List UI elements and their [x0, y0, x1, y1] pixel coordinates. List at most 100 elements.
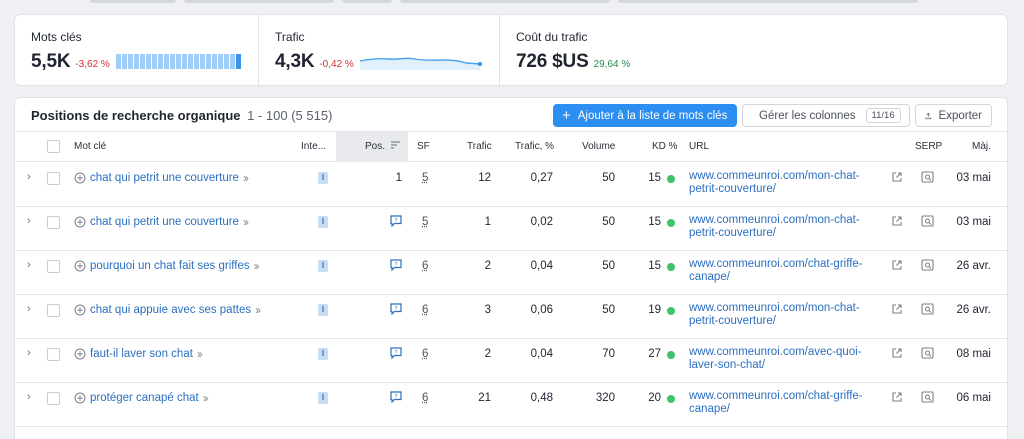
row-checkbox[interactable] [47, 216, 60, 229]
serp-snapshot-icon[interactable] [921, 391, 934, 403]
external-link-icon[interactable] [891, 259, 903, 271]
expand-row-chevron-icon[interactable]: › [27, 303, 31, 315]
header-url[interactable]: URL [689, 141, 710, 152]
serp-snapshot-icon[interactable] [921, 259, 934, 271]
table-row[interactable]: › faut-il laver son chat ›› I ? 6 2 0,04… [15, 339, 1007, 383]
table-header: Mot clé Inte... Pos. SF Trafic Trafic, %… [15, 132, 1007, 162]
ranking-url-link[interactable]: www.commeunroi.com/chat-griffe- canape/ [689, 390, 863, 416]
ranking-url-link[interactable]: www.commeunroi.com/mon-chat- petrit-couv… [689, 302, 860, 328]
header-kd[interactable]: KD % [652, 141, 678, 152]
intent-badge[interactable]: I [318, 260, 328, 272]
row-checkbox[interactable] [47, 304, 60, 317]
keyword-link[interactable]: pourquoi un chat fait ses griffes ›› [74, 259, 260, 273]
keyword-details-icon[interactable]: ›› [202, 391, 209, 405]
row-checkbox[interactable] [47, 392, 60, 405]
keyword-details-icon[interactable]: ›› [242, 215, 249, 229]
serp-snapshot-icon[interactable] [921, 215, 934, 227]
manage-columns-label: Gérer les colonnes [759, 109, 856, 122]
header-serp[interactable]: SERP [915, 141, 943, 152]
ranking-url-link[interactable]: www.commeunroi.com/avec-quoi- laver-son-… [689, 346, 862, 372]
add-circle-icon[interactable] [74, 216, 86, 228]
serp-snapshot-icon[interactable] [921, 303, 934, 315]
header-traffic-pct[interactable]: Trafic, % [515, 141, 555, 152]
expand-row-chevron-icon[interactable]: › [27, 215, 31, 227]
keyword-details-icon[interactable]: ›› [196, 347, 203, 361]
manage-columns-button[interactable]: Gérer les colonnes 11/16 [742, 104, 910, 127]
add-circle-icon[interactable] [74, 392, 86, 404]
keyword-details-icon[interactable]: ›› [253, 259, 260, 273]
table-row[interactable]: › chat qui appuie avec ses pattes ›› I ?… [15, 295, 1007, 339]
add-circle-icon[interactable] [74, 172, 86, 184]
external-link-icon[interactable] [891, 171, 903, 183]
keywords-bar-sparkline [115, 53, 241, 69]
expand-row-chevron-icon[interactable]: › [27, 391, 31, 403]
table-row[interactable]: › pourquoi un chat fait ses griffes ›› I… [15, 251, 1007, 295]
table-row[interactable]: › protéger canapé chat ›› I ? 6 21 0,48 … [15, 383, 1007, 427]
featured-snippet-icon[interactable]: ? [390, 215, 402, 227]
expand-row-chevron-icon[interactable]: › [27, 171, 31, 183]
updated-date: 26 avr. [956, 260, 991, 272]
serp-features-count[interactable]: 5 [422, 172, 429, 184]
external-link-icon[interactable] [891, 215, 903, 227]
serp-snapshot-icon[interactable] [921, 171, 934, 183]
row-checkbox[interactable] [47, 260, 60, 273]
kd-value: 19 [648, 304, 661, 316]
featured-snippet-icon[interactable]: ? [390, 259, 402, 271]
row-checkbox[interactable] [47, 172, 60, 185]
add-circle-icon[interactable] [74, 260, 86, 272]
expand-row-chevron-icon[interactable]: › [27, 259, 31, 271]
table-row[interactable]: › chat qui petrit une couverture ›› I 1 … [15, 163, 1007, 207]
keyword-link[interactable]: chat qui petrit une couverture ›› [74, 215, 249, 229]
intent-badge[interactable]: I [318, 216, 328, 228]
add-circle-icon[interactable] [74, 304, 86, 316]
header-volume[interactable]: Volume [582, 141, 616, 152]
intent-badge[interactable]: I [318, 172, 328, 184]
keyword-link[interactable]: chat qui appuie avec ses pattes ›› [74, 303, 261, 317]
metric-keywords[interactable]: Mots clés 5,5K -3,62 % [15, 15, 258, 87]
row-checkbox[interactable] [47, 348, 60, 361]
header-intent[interactable]: Inte... [301, 141, 327, 152]
top-tab-strip [0, 0, 1024, 6]
serp-snapshot-icon[interactable] [921, 347, 934, 359]
header-traffic[interactable]: Trafic [467, 141, 492, 152]
add-to-keyword-list-button[interactable]: + Ajouter à la liste de mots clés [553, 104, 737, 127]
header-sf[interactable]: SF [417, 141, 430, 152]
serp-features-count[interactable]: 6 [422, 392, 429, 404]
metric-traffic[interactable]: Trafic 4,3K -0,42 % [258, 15, 499, 87]
kd-value: 27 [648, 348, 661, 360]
featured-snippet-icon[interactable]: ? [390, 303, 402, 315]
ranking-url-link[interactable]: www.commeunroi.com/mon-chat- petrit-couv… [689, 170, 860, 196]
serp-features-count[interactable]: 6 [422, 348, 429, 360]
keyword-details-icon[interactable]: ›› [255, 303, 261, 317]
add-circle-icon[interactable] [74, 348, 86, 360]
header-updated[interactable]: Màj. [972, 141, 991, 152]
featured-snippet-icon[interactable]: ? [390, 347, 402, 359]
ranking-url-link[interactable]: www.commeunroi.com/chat-griffe- canape/ [689, 258, 863, 284]
intent-badge[interactable]: I [318, 392, 328, 404]
metric-value: 4,3K [275, 51, 315, 72]
metric-cost[interactable]: Coût du trafic 726 $US 29,64 % [499, 15, 749, 87]
external-link-icon[interactable] [891, 303, 903, 315]
export-button[interactable]: Exporter [915, 104, 992, 127]
external-link-icon[interactable] [891, 391, 903, 403]
ranking-url-link[interactable]: www.commeunroi.com/mon-chat- petrit-couv… [689, 214, 860, 240]
expand-row-chevron-icon[interactable]: › [27, 347, 31, 359]
external-link-icon[interactable] [891, 347, 903, 359]
url-line-2: petrit-couverture/ [689, 183, 776, 195]
serp-features-count[interactable]: 6 [422, 260, 429, 272]
keyword-link[interactable]: protéger canapé chat ›› [74, 391, 209, 405]
table-toolbar: Positions de recherche organique 1 - 100… [15, 98, 1007, 132]
serp-features-count[interactable]: 6 [422, 304, 429, 316]
url-line-1: www.commeunroi.com/avec-quoi- [689, 346, 862, 358]
intent-badge[interactable]: I [318, 348, 328, 360]
featured-snippet-icon[interactable]: ? [390, 391, 402, 403]
keyword-link[interactable]: faut-il laver son chat ›› [74, 347, 203, 361]
select-all-checkbox[interactable] [47, 140, 60, 153]
serp-features-count[interactable]: 5 [422, 216, 429, 228]
header-keyword[interactable]: Mot clé [74, 141, 107, 152]
keyword-link[interactable]: chat qui petrit une couverture ›› [74, 171, 249, 185]
table-row[interactable]: › chat qui petrit une couverture ›› I ? … [15, 207, 1007, 251]
header-position[interactable]: Pos. [336, 132, 408, 162]
intent-badge[interactable]: I [318, 304, 328, 316]
keyword-details-icon[interactable]: ›› [242, 171, 249, 185]
